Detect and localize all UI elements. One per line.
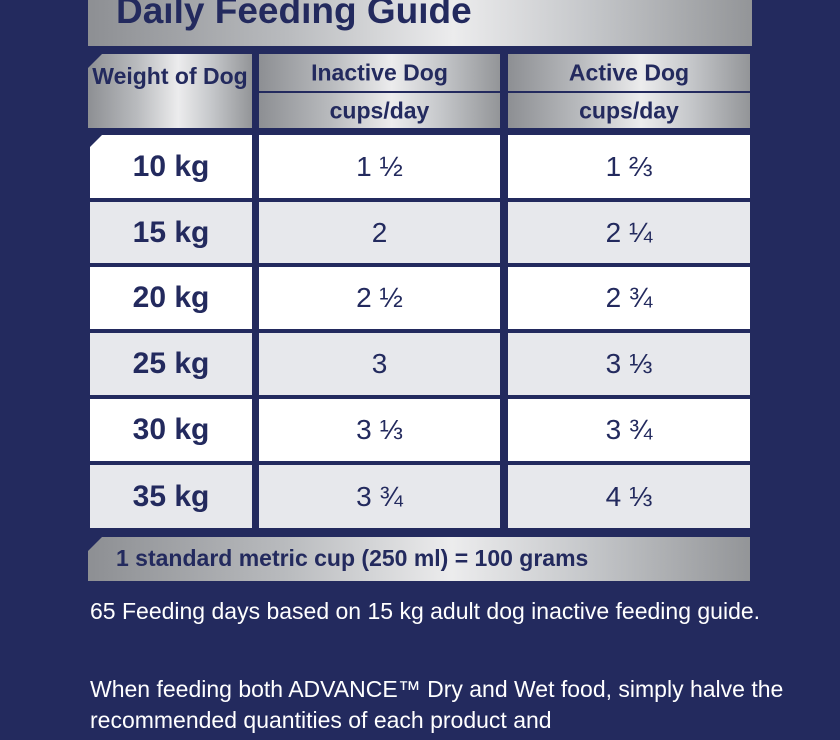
active-header-label: Active Dog [568, 59, 690, 85]
cup-conversion-note: 1 standard metric cup (250 ml) = 100 gra… [116, 545, 589, 571]
active-unit-header: cups/day [508, 93, 750, 128]
feeding-days-note: 65 Feeding days based on 15 kg adult dog… [90, 598, 761, 624]
active-value: 1 ⅔ [605, 150, 653, 182]
table-row-active: 3 ⅓ [508, 333, 750, 395]
dry-wet-feeding-note: When feeding both ADVANCE™ Dry and Wet f… [90, 676, 784, 733]
active-value: 2 ¼ [605, 216, 653, 248]
weight-column-header: Weight of Dog [88, 54, 252, 128]
table-row-weight: 35 kg [90, 465, 252, 528]
weight-value: 10 kg [132, 149, 210, 183]
inactive-unit-header: cups/day [259, 93, 500, 128]
inactive-value: 3 ⅓ [356, 414, 403, 445]
table-row-weight: 20 kg [90, 267, 252, 329]
table-row-inactive: 3 [259, 333, 500, 395]
table-row-active: 2 ¼ [508, 202, 750, 263]
table-row-active: 1 ⅔ [508, 135, 750, 198]
weight-value: 15 kg [132, 215, 210, 249]
inactive-column-header: Inactive Dog [259, 54, 500, 91]
table-row-active: 3 ¾ [508, 399, 750, 461]
table-row-inactive: 2 [259, 202, 500, 263]
inactive-value: 2 [371, 216, 388, 248]
inactive-value: 2 ½ [356, 282, 403, 313]
inactive-value: 3 ¾ [356, 480, 403, 512]
inactive-unit-label: cups/day [329, 97, 430, 123]
table-row-active: 2 ¾ [508, 267, 750, 329]
active-unit-label: cups/day [579, 97, 679, 123]
table-row-inactive: 2 ½ [259, 267, 500, 329]
active-value: 3 ⅓ [605, 348, 653, 379]
table-row-inactive: 1 ½ [259, 135, 500, 198]
inactive-value: 3 [371, 348, 388, 379]
table-row-inactive: 3 ¾ [259, 465, 500, 528]
footnote-banner [88, 537, 750, 581]
table-row-weight: 25 kg [90, 333, 252, 395]
active-value: 4 ⅓ [605, 480, 653, 512]
weight-value: 20 kg [132, 281, 210, 314]
active-column-header: Active Dog [508, 54, 750, 91]
table-row-inactive: 3 ⅓ [259, 399, 500, 461]
active-value: 2 ¾ [605, 282, 653, 313]
title-banner [88, 0, 752, 46]
active-value: 3 ¾ [605, 414, 653, 445]
inactive-value: 1 ½ [356, 150, 403, 182]
weight-value: 35 kg [132, 479, 210, 513]
weight-value: 25 kg [132, 347, 210, 380]
table-row-weight: 10 kg [90, 135, 252, 198]
weight-header-label: Weight of Dog [92, 63, 248, 89]
page-title: Daily Feeding Guide [116, 0, 472, 31]
table-row-weight: 15 kg [90, 202, 252, 263]
table-row-weight: 30 kg [90, 399, 252, 461]
table-row-active: 4 ⅓ [508, 465, 750, 528]
inactive-header-label: Inactive Dog [311, 59, 448, 85]
weight-value: 30 kg [132, 413, 210, 446]
